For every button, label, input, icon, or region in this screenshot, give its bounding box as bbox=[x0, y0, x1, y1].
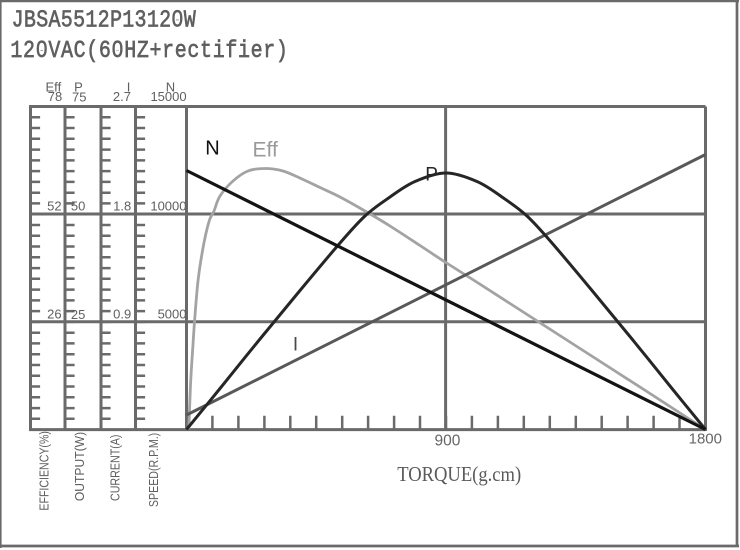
svg-text:26: 26 bbox=[47, 307, 61, 322]
svg-text:JBSA5512P13120W: JBSA5512P13120W bbox=[12, 7, 197, 34]
svg-text:75: 75 bbox=[72, 89, 86, 104]
svg-text:EFFICIENCY(%): EFFICIENCY(%) bbox=[36, 431, 51, 511]
svg-text:P: P bbox=[74, 80, 83, 95]
svg-text:Eff: Eff bbox=[253, 139, 278, 162]
svg-text:50: 50 bbox=[71, 199, 85, 214]
svg-text:2.7: 2.7 bbox=[113, 89, 131, 104]
svg-text:120VAC(60HZ+rectifier): 120VAC(60HZ+rectifier) bbox=[10, 38, 288, 65]
svg-text:CURRENT(A): CURRENT(A) bbox=[107, 435, 122, 502]
svg-text:900: 900 bbox=[434, 432, 460, 449]
svg-text:Eff: Eff bbox=[46, 80, 62, 95]
svg-text:15000: 15000 bbox=[150, 89, 186, 104]
svg-text:25: 25 bbox=[71, 307, 85, 322]
svg-text:SPEED(R.P.M.): SPEED(R.P.M.) bbox=[146, 433, 161, 507]
svg-text:I: I bbox=[293, 334, 298, 355]
svg-text:0.9: 0.9 bbox=[113, 307, 131, 322]
svg-text:78: 78 bbox=[48, 89, 62, 104]
svg-text:1800: 1800 bbox=[689, 431, 722, 448]
svg-text:N: N bbox=[166, 80, 175, 95]
svg-text:I: I bbox=[127, 80, 131, 95]
svg-text:P: P bbox=[425, 164, 438, 185]
svg-text:TORQUE(g.cm): TORQUE(g.cm) bbox=[397, 462, 521, 486]
svg-text:1.8: 1.8 bbox=[113, 198, 131, 213]
svg-text:10000: 10000 bbox=[150, 198, 186, 213]
svg-text:OUTPUT(W): OUTPUT(W) bbox=[72, 432, 87, 501]
svg-text:52: 52 bbox=[47, 198, 61, 213]
svg-text:N: N bbox=[205, 137, 219, 159]
svg-text:5000: 5000 bbox=[158, 307, 187, 322]
